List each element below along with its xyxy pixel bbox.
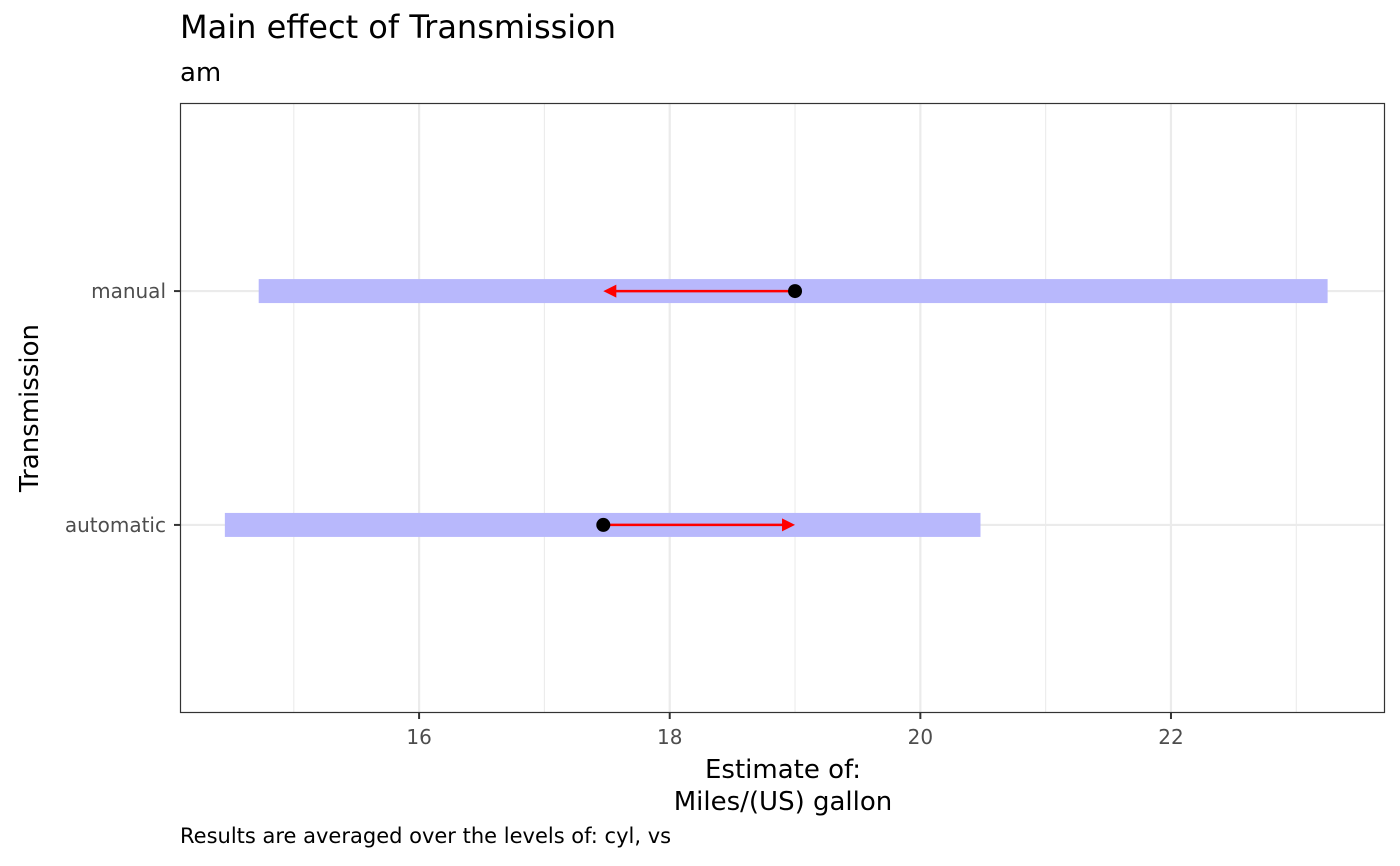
y-tick-label: manual [91,279,166,303]
x-tick-label: 16 [406,725,431,749]
axis-layer: 16 18 20 22 automatic manual [65,279,1184,749]
chart-title: Main effect of Transmission [180,8,617,46]
chart-caption: Results are averaged over the levels of:… [180,824,672,848]
y-tick-label: automatic [65,513,166,537]
point-layer [596,284,803,532]
x-axis-title-line-2: Miles/(US) gallon [674,787,893,817]
panel-border [179,102,1386,714]
point-estimate [596,517,611,532]
y-axis-title: Transmission [15,324,45,493]
arrow-layer [603,284,796,532]
comparison-arrow-head [603,284,617,298]
x-tick-label: 22 [1158,725,1183,749]
ci-bar-layer [224,279,1328,537]
chart-subtitle: am [180,58,222,88]
grid-layer [181,104,1384,712]
comparison-arrow-head [782,518,796,532]
x-axis-title-line-1: Estimate of: [705,755,861,785]
point-estimate [788,284,803,299]
x-tick-label: 18 [657,725,682,749]
x-tick-label: 20 [908,725,933,749]
